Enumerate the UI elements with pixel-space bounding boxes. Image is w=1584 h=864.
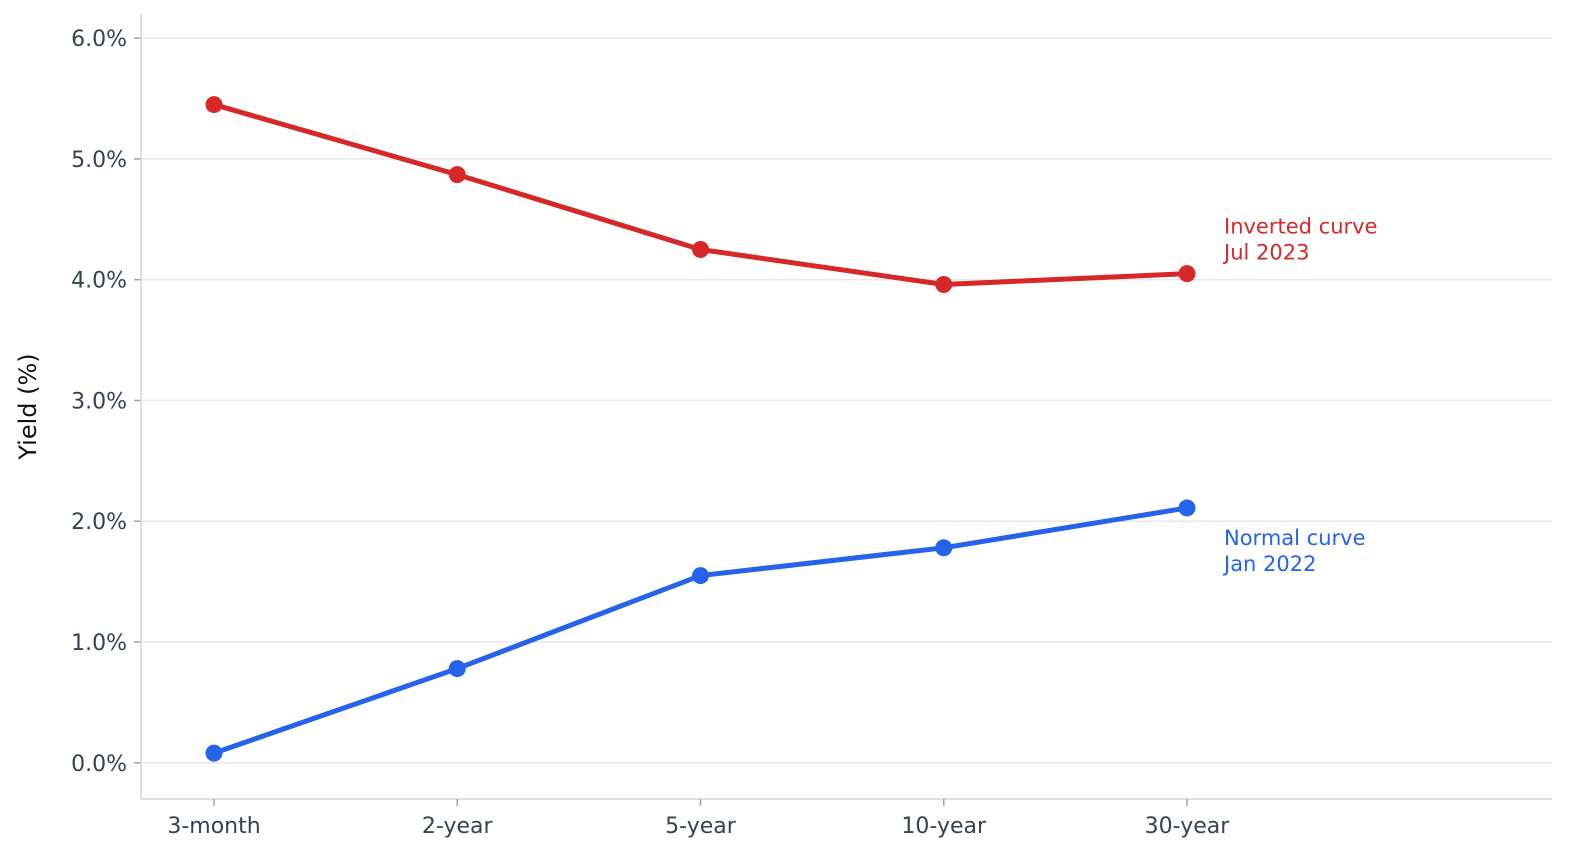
series bbox=[205, 96, 1196, 762]
data-point bbox=[205, 96, 223, 114]
y-tick-label: 0.0% bbox=[71, 752, 127, 777]
x-tick-label: 30-year bbox=[1145, 814, 1231, 839]
data-point bbox=[448, 660, 466, 678]
y-tick-label: 3.0% bbox=[71, 389, 127, 414]
y-tick-label: 1.0% bbox=[71, 631, 127, 656]
y-tick-label: 5.0% bbox=[71, 148, 127, 173]
series-label: Inverted curve bbox=[1224, 215, 1377, 239]
data-point bbox=[1178, 499, 1196, 517]
data-point bbox=[935, 539, 953, 557]
x-tick-label: 3-month bbox=[167, 814, 260, 839]
y-tick-label: 2.0% bbox=[71, 510, 127, 535]
data-point bbox=[692, 567, 709, 585]
axes: 0.0% 1.0% 2.0% 3.0% 4.0% 5.0% 6.0% 3-month 2-yea… bbox=[14, 14, 1552, 839]
series-label: Jan 2022 bbox=[1222, 552, 1317, 576]
data-point bbox=[692, 241, 709, 258]
y-tick-label: 4.0% bbox=[71, 269, 127, 294]
gridlines bbox=[141, 37, 1552, 764]
y-axis-title: Yield (%) bbox=[14, 353, 42, 460]
y-tick-label: 6.0% bbox=[71, 27, 127, 52]
x-tick-label: 10-year bbox=[901, 814, 987, 839]
data-point bbox=[1178, 265, 1196, 283]
x-tick-label: 2-year bbox=[422, 814, 494, 839]
series-label: Normal curve bbox=[1224, 526, 1366, 550]
data-point bbox=[935, 276, 953, 294]
series-line bbox=[211, 505, 1190, 756]
data-point bbox=[448, 166, 466, 184]
x-tick-label: 5-year bbox=[665, 814, 737, 839]
series-label: Jul 2023 bbox=[1222, 241, 1309, 265]
data-point bbox=[205, 744, 223, 762]
